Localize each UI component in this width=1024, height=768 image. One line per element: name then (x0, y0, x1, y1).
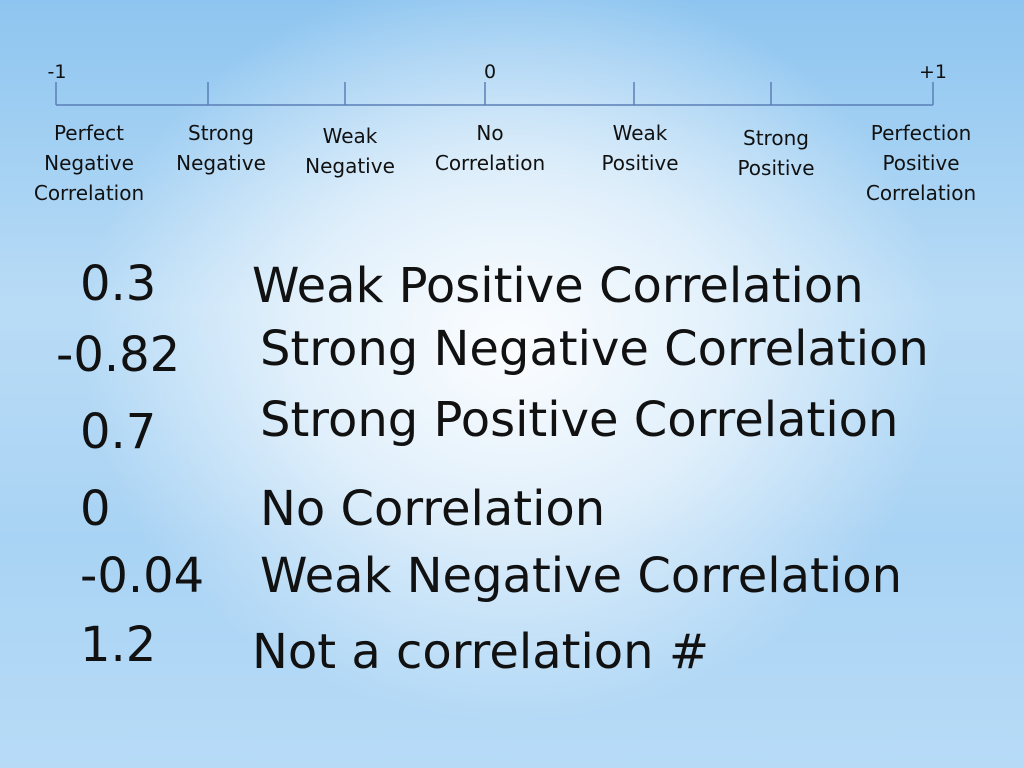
category-perfect-positive: Perfection Positive Correlation (865, 121, 977, 205)
category-no-correlation: No Correlation (434, 121, 546, 175)
scale-min-label: -1 (47, 61, 67, 83)
category-weak-positive: Weak Positive (601, 121, 679, 175)
category-strong-negative: Strong Negative (176, 121, 266, 175)
example-value: -0.82 (56, 327, 181, 383)
example-value: 0.3 (80, 256, 157, 312)
example-description: Strong Positive Correlation (260, 392, 899, 448)
category-strong-positive: Strong Positive (737, 126, 815, 180)
example-description: Not a correlation # (252, 624, 710, 680)
example-description: Strong Negative Correlation (260, 321, 929, 377)
category-weak-negative: Weak Negative (305, 124, 395, 178)
correlation-scale-line (55, 82, 934, 106)
example-description: Weak Negative Correlation (260, 548, 902, 604)
scale-max-label: +1 (918, 61, 948, 83)
example-value: -0.04 (80, 548, 205, 604)
example-value: 0.7 (80, 404, 157, 460)
scale-mid-label: 0 (483, 61, 497, 83)
category-perfect-negative: Perfect Negative Correlation (33, 121, 145, 205)
example-description: Weak Positive Correlation (252, 258, 864, 314)
example-description: No Correlation (260, 481, 606, 537)
example-value: 0 (80, 481, 111, 537)
example-value: 1.2 (80, 617, 157, 673)
